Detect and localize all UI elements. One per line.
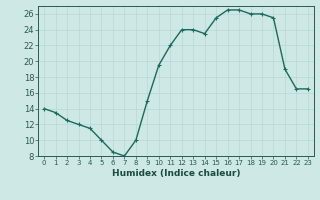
X-axis label: Humidex (Indice chaleur): Humidex (Indice chaleur) bbox=[112, 169, 240, 178]
